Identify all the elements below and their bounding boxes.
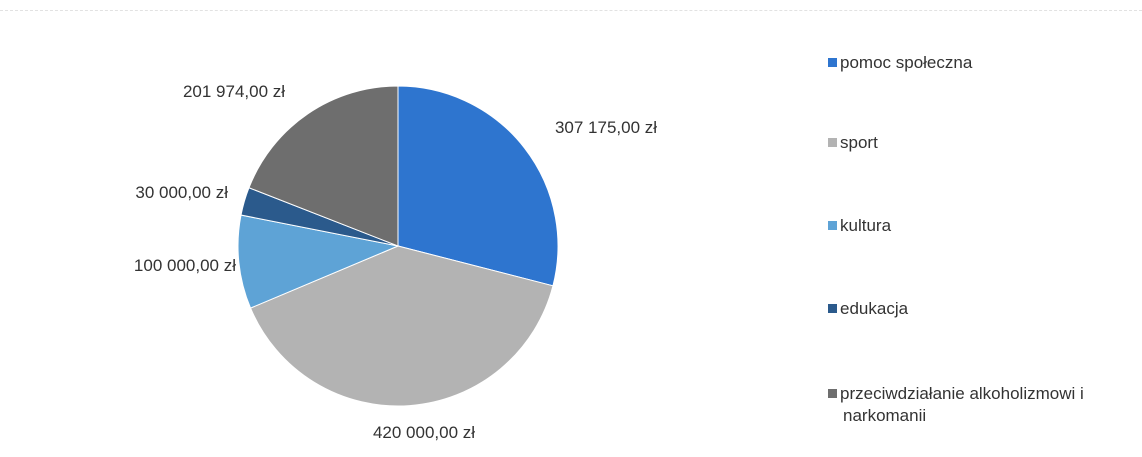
legend-item-kultura: kultura — [828, 215, 891, 237]
legend-swatch-pomoc-spoleczna — [828, 58, 837, 67]
legend-swatch-edukacja — [828, 304, 837, 313]
data-label-kultura: 100 000,00 zł — [134, 256, 236, 275]
legend-label-kultura: kultura — [840, 216, 892, 235]
legend-label-edukacja: edukacja — [840, 299, 909, 318]
pie-slice-sport — [249, 245, 554, 407]
pie-plot: 307 175,00 zł 420 000,00 zł 100 000,00 zł 3… — [134, 82, 657, 442]
legend-item-pomoc-spoleczna: pomoc społeczna — [828, 52, 972, 74]
data-label-edukacja: 30 000,00 zł — [135, 183, 228, 202]
pie-slice-pomoc-spoleczna — [397, 85, 559, 287]
legend-swatch-przeciwdzialanie — [828, 389, 837, 398]
legend-item-edukacja: edukacja — [828, 298, 908, 320]
chart-legend: pomoc społeczna sport kultura edukacja p… — [828, 0, 1128, 457]
legend-swatch-sport — [828, 138, 837, 147]
legend-label-sport: sport — [840, 133, 878, 152]
legend-label-pomoc-spoleczna: pomoc społeczna — [840, 53, 973, 72]
legend-label-przeciwdzialanie: przeciwdziałanie alkoholizmowi i narkoma… — [828, 383, 1118, 427]
pie-slice-przeciwdzialanie-alkoholizmowi — [248, 85, 399, 247]
legend-item-przeciwdzialanie: przeciwdziałanie alkoholizmowi i narkoma… — [828, 383, 1118, 427]
data-label-pomoc-spoleczna: 307 175,00 zł — [555, 118, 657, 137]
legend-swatch-kultura — [828, 221, 837, 230]
data-label-przeciwdzialanie-alkoholizmowi: 201 974,00 zł — [183, 82, 285, 101]
legend-item-sport: sport — [828, 132, 878, 154]
data-label-sport: 420 000,00 zł — [373, 423, 475, 442]
